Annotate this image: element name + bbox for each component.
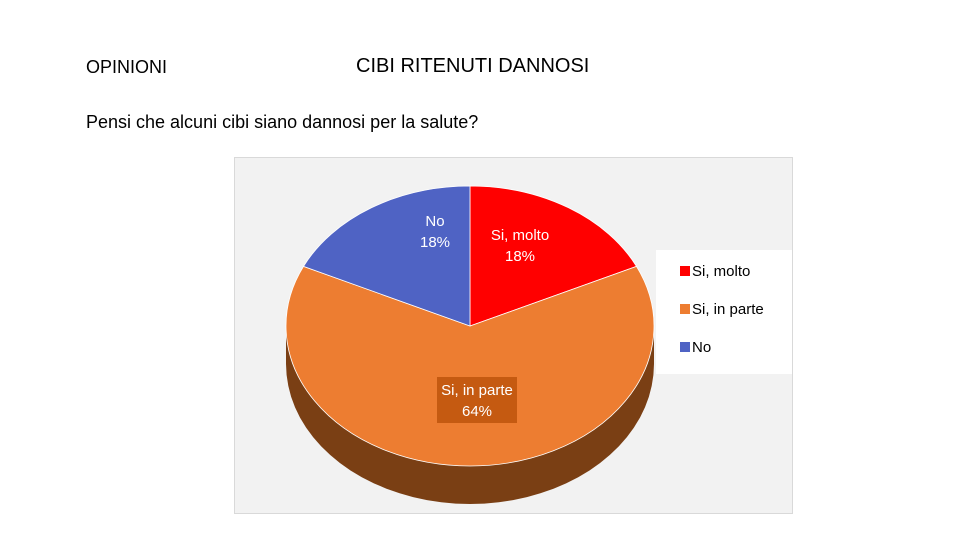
data-label-category: No [425,213,444,230]
data-label-category: Si, in parte [441,382,513,399]
legend-item-no: No [680,337,711,357]
legend-item-si-in-parte: Si, in parte [680,299,764,319]
legend-swatch-si-molto [680,266,690,276]
pie-side-si-in-parte [286,326,654,504]
legend-label-si-in-parte: Si, in parte [692,300,764,318]
data-label-percent: 18% [420,234,450,251]
data-label-si-molto: Si, molto 18% [491,227,549,265]
legend-swatch-no [680,342,690,352]
data-label-box-si-in-parte [437,377,517,423]
pie-slice-si-molto [469,185,638,327]
data-label-percent: 64% [462,403,492,420]
slide-title: CIBI RITENUTI DANNOSI [356,55,590,77]
legend-swatch-si-in-parte [680,304,690,314]
legend-label-si-molto: Si, molto [692,262,751,280]
data-label-category: Si, molto [491,227,549,244]
data-label-no: No 18% [418,208,452,254]
section-label: OPINIONI [86,57,168,77]
legend-label-no: No [692,338,712,356]
data-label-percent: 18% [505,248,535,265]
chart-legend [656,250,792,374]
survey-question: Pensi che alcuni cibi siano dannosi per … [86,112,479,132]
pie-slice-si-in-parte [285,265,655,467]
data-label-si-in-parte: Si, in parte 64% [437,377,517,423]
data-label-box-no [418,208,452,254]
legend-item-si-molto: Si, molto [680,261,750,281]
